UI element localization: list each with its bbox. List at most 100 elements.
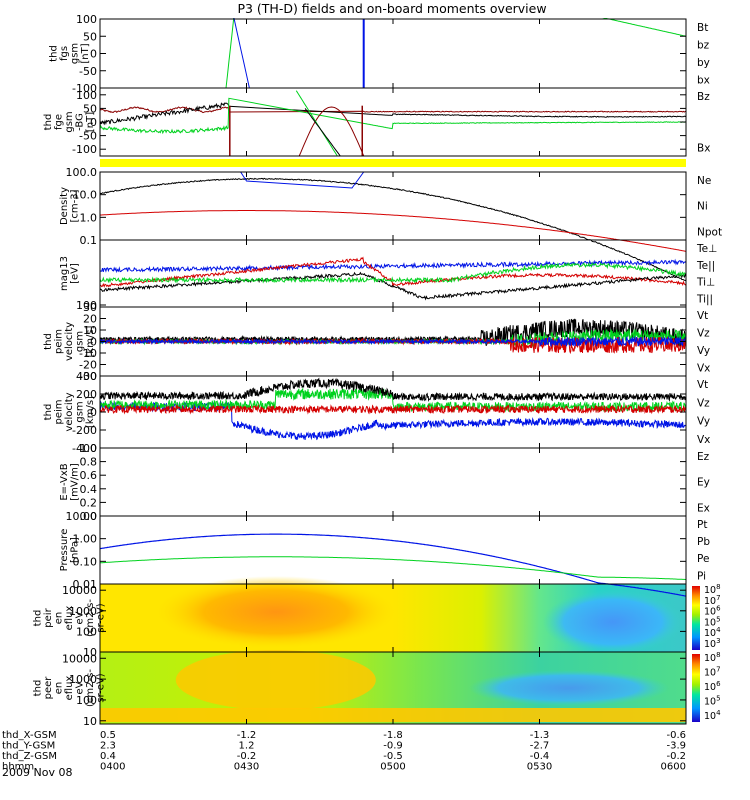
pressure-legend-entry: Pi xyxy=(697,570,706,582)
peir-ytick-label: 10 xyxy=(83,646,97,659)
peem_vel-ytick-label: 20 xyxy=(83,313,97,326)
peim_vel-ylabel: [km/s] xyxy=(85,396,96,428)
peer-low-flux-region xyxy=(468,670,669,706)
peim_vel-ylabel: gsm xyxy=(75,401,86,422)
chart-title: P3 (TH-D) fields and on-board moments ov… xyxy=(237,1,546,16)
peim_vel-ylabel: thd xyxy=(43,404,54,421)
density-npot-line xyxy=(240,171,365,189)
peer-ylabel: peer xyxy=(43,676,54,700)
efield-ytick-label: 1.0 xyxy=(80,442,98,455)
xaxis-row-value: 0500 xyxy=(380,762,405,773)
efield-legend-entry: Ez xyxy=(697,451,710,463)
efield-ylabel: E=-VxB xyxy=(59,463,70,500)
peer-ylabel: en xyxy=(54,682,65,695)
peer-ylabel: (cm2-s- xyxy=(85,669,96,707)
peer-colorbar-label: 108 xyxy=(704,651,721,664)
peem_vel-ytick-label: 30 xyxy=(83,301,97,314)
pressure-legend-entry: Pe xyxy=(697,553,709,565)
peir-ylabel: thd xyxy=(33,610,44,627)
fge-ylabel: thd xyxy=(43,114,54,131)
peem_vel-legend-entry: Vt xyxy=(697,310,708,322)
efield-ytick-label: 0.6 xyxy=(80,469,98,482)
xaxis-row-value: -0.5 xyxy=(383,751,403,762)
fgs-ylabel: fgs xyxy=(59,46,70,61)
temp-ylabel: mag13 xyxy=(59,256,70,291)
fge-legend-entry: Bz xyxy=(697,91,710,103)
peem_vel-ylabel: velocity xyxy=(64,322,75,361)
xaxis-row-label: thd_X-GSM xyxy=(2,730,57,741)
peir-ytick-label: 100 xyxy=(76,625,97,638)
peer-ylabel: eflux xyxy=(64,676,75,701)
peim-vz-line xyxy=(99,403,686,415)
fgs-ytick-label: 50 xyxy=(83,30,97,43)
peer-ytick-label: 1000 xyxy=(69,673,97,686)
fge-bz-line xyxy=(99,106,686,114)
peer-colorbar-label: 104 xyxy=(704,709,721,722)
fge-legend-entry: Bx xyxy=(697,142,710,154)
fge-bt-line xyxy=(99,102,686,126)
xaxis-row-value: 1.2 xyxy=(239,741,255,752)
peim_vel-ytick-label: -400 xyxy=(72,442,97,455)
peim_vel-legend-entry: Vy xyxy=(697,416,710,428)
temp-ylabel: [eV] xyxy=(69,263,80,284)
xaxis-row-label: hhmm xyxy=(2,762,34,773)
xaxis-row-value: -2.7 xyxy=(530,741,550,752)
temp-frame xyxy=(99,239,687,308)
peem_vel-ylabel: peim xyxy=(54,329,65,354)
fgs-ylabel: thd xyxy=(48,45,59,62)
temp-te-perp-line xyxy=(99,256,686,288)
peer-ylabel: thd xyxy=(33,680,44,697)
peer-electron-peak xyxy=(175,650,376,710)
peim-vy-line xyxy=(99,387,686,413)
xaxis-row-value: 0.4 xyxy=(100,751,116,762)
temp-ti-par-line xyxy=(99,261,686,284)
density-ytick-label: 100.0 xyxy=(66,166,98,179)
density-ylabel: Density xyxy=(59,187,70,225)
fge-flag-bar xyxy=(100,159,686,167)
xaxis-row-value: -0.2 xyxy=(666,751,686,762)
pressure-ylabel: [nPa] xyxy=(69,537,80,563)
fgs-frame xyxy=(99,18,687,89)
xaxis-row-value: -3.9 xyxy=(666,741,686,752)
peem_vel-ytick-label: -10 xyxy=(79,347,97,360)
xaxis-row-value: -0.6 xyxy=(666,730,686,741)
peir-ytick-label: 10000 xyxy=(62,584,97,597)
fge-ytick-label: -100 xyxy=(72,143,97,156)
fge-ytick-label: 0 xyxy=(90,116,97,129)
efield-ytick-label: 0.0 xyxy=(80,510,98,523)
peir-ion-peak xyxy=(155,576,396,648)
peim_vel-ytick-label: 400 xyxy=(76,370,97,383)
peem_vel-ytick-label: -20 xyxy=(79,359,97,372)
xaxis-row-label: thd_Z-GSM xyxy=(2,751,57,762)
fgs-bt-line xyxy=(602,18,686,37)
temp-legend-entry: Te⊥ xyxy=(696,243,717,255)
peer-ytick-label: 100 xyxy=(76,694,97,707)
pressure-legend-entry: Pt xyxy=(697,519,707,531)
pressure-ytick-label: 0.01 xyxy=(73,578,98,591)
peem_vel-legend-entry: Vz xyxy=(697,327,710,339)
density-legend-entry: Ni xyxy=(697,201,708,213)
peir-ylabel: sr-eV) xyxy=(96,603,107,632)
fgs-ytick-label: 0 xyxy=(90,48,97,61)
efield-ylabel: [mV/m] xyxy=(69,463,80,501)
efield-legend-entry: Ey xyxy=(697,477,710,489)
fgs-ytick-label: -50 xyxy=(79,65,97,78)
fgs-legend-entry: bz xyxy=(697,39,710,51)
fgs-legend-entry: Bt xyxy=(697,22,708,34)
efield-ytick-label: 0.8 xyxy=(80,456,98,469)
peir-colorbar xyxy=(692,586,700,650)
peer-colorbar-label: 107 xyxy=(704,666,721,679)
fgs-ylabel: [nT] xyxy=(80,43,91,63)
efield-legend-entry: Ex xyxy=(697,502,710,514)
peir-ylabel: peir xyxy=(43,607,54,627)
xaxis-row-value: -0.9 xyxy=(383,741,403,752)
fge-ytick-label: 50 xyxy=(83,102,97,115)
density-ytick-label: 1.0 xyxy=(80,211,98,224)
pressure-ytick-label: 1.00 xyxy=(73,533,98,546)
background-layer xyxy=(100,576,686,724)
fgs-legend-entry: by xyxy=(697,57,710,69)
density-ytick-label: 0.1 xyxy=(80,234,98,247)
peer-colorbar-label: 105 xyxy=(704,695,721,708)
